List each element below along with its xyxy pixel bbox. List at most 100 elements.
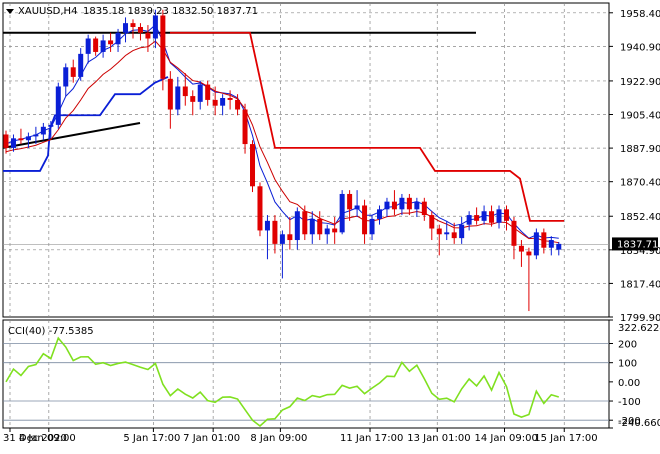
candle <box>362 199 368 244</box>
candle <box>78 48 84 81</box>
cci-tick-label: 0.00 <box>618 378 640 389</box>
cci-series-line <box>5 336 560 427</box>
candle <box>85 34 91 64</box>
cci-tick-label: 322.6224 <box>618 323 660 334</box>
cci-tick-label: -200 <box>618 416 641 427</box>
candle <box>302 205 308 241</box>
candle-body <box>444 232 450 235</box>
time-tick-label: 31 Dec 2020 <box>3 433 67 444</box>
price-tick-label: 1852.40 <box>620 212 660 223</box>
candle-body <box>182 86 188 97</box>
candle <box>503 205 509 231</box>
cci-tick-label: -100 <box>618 397 641 408</box>
candle-body <box>205 84 211 100</box>
candle-body <box>391 201 397 210</box>
candle-body <box>481 211 487 221</box>
candle <box>130 19 136 39</box>
candle-body <box>227 98 233 100</box>
candle <box>354 190 360 218</box>
cci-line <box>5 336 560 427</box>
candle <box>55 82 61 129</box>
time-tick-label: 4 Jan 09:00 <box>19 433 76 444</box>
candle <box>227 90 233 110</box>
candle <box>406 193 412 216</box>
candle-body <box>287 234 293 241</box>
price-tick-label: 1940.90 <box>620 42 660 53</box>
trend-line <box>2 121 141 149</box>
candle-body <box>93 38 99 52</box>
candle <box>70 59 76 83</box>
candle <box>391 190 397 216</box>
candle-body <box>235 99 241 110</box>
candle-body <box>152 15 158 39</box>
candle <box>533 228 539 260</box>
time-tick-label: 14 Jan 09:00 <box>474 433 537 444</box>
candle-body <box>3 134 9 148</box>
cci-panel[interactable] <box>2 319 610 429</box>
candle <box>481 205 487 225</box>
candle <box>242 103 248 154</box>
cci-tick-label: 200 <box>618 340 637 351</box>
candle-body <box>190 96 196 102</box>
candle <box>466 211 472 231</box>
candle-body <box>145 32 151 39</box>
candle-body <box>317 218 323 235</box>
candle <box>459 217 465 244</box>
candle <box>250 140 256 193</box>
candle <box>63 63 69 97</box>
candle <box>160 9 166 91</box>
price-tick-label: 1958.40 <box>620 9 660 20</box>
candle <box>444 220 450 241</box>
price-panel[interactable] <box>2 2 610 318</box>
candle-body <box>100 40 106 52</box>
candle <box>548 236 554 256</box>
triangle-down-icon[interactable] <box>6 9 14 14</box>
price-tick-label: 1799.90 <box>620 313 660 324</box>
candle-body <box>63 67 69 87</box>
candle-body <box>369 218 375 235</box>
candle <box>429 211 435 241</box>
candle <box>489 205 495 227</box>
candle <box>324 224 330 244</box>
candle <box>436 224 442 256</box>
candle-body <box>489 211 495 223</box>
price-tick-label: 1834.90 <box>620 246 660 257</box>
candle <box>556 241 562 256</box>
candle-body <box>399 197 405 210</box>
candle-body <box>384 201 390 210</box>
candle-body <box>108 40 114 45</box>
time-tick-label: 11 Jan 17:00 <box>340 433 403 444</box>
cci-axis: 322.6224 200 100 0.00 -100 -200-240.6604 <box>609 319 660 429</box>
candle-body <box>466 215 472 225</box>
candle <box>317 211 323 241</box>
cci-tick-label: 100 <box>618 359 637 370</box>
candle <box>347 190 353 221</box>
candle-body <box>197 84 203 102</box>
candle <box>175 76 181 116</box>
candle-body <box>503 209 509 221</box>
candle-body <box>347 193 353 210</box>
price-tick-label: 1887.90 <box>620 144 660 155</box>
cci-tick-label: -240.6604 <box>618 418 660 429</box>
price-tick-label: 1905.40 <box>620 111 660 122</box>
candle <box>496 205 502 229</box>
candle <box>167 71 173 129</box>
candle <box>339 190 345 235</box>
candle-body <box>377 209 382 219</box>
candle <box>18 128 24 145</box>
candle <box>115 28 121 52</box>
candle <box>10 134 16 152</box>
candle <box>137 23 143 41</box>
current-price-label: 1837.71 <box>617 239 658 250</box>
candle <box>3 130 9 154</box>
candle-body <box>474 215 480 221</box>
candle-body <box>541 232 547 248</box>
candle-body <box>33 134 39 137</box>
candle-body <box>429 215 435 229</box>
candle-body <box>459 224 465 239</box>
candle-body <box>167 78 173 110</box>
candle-body <box>264 220 270 231</box>
